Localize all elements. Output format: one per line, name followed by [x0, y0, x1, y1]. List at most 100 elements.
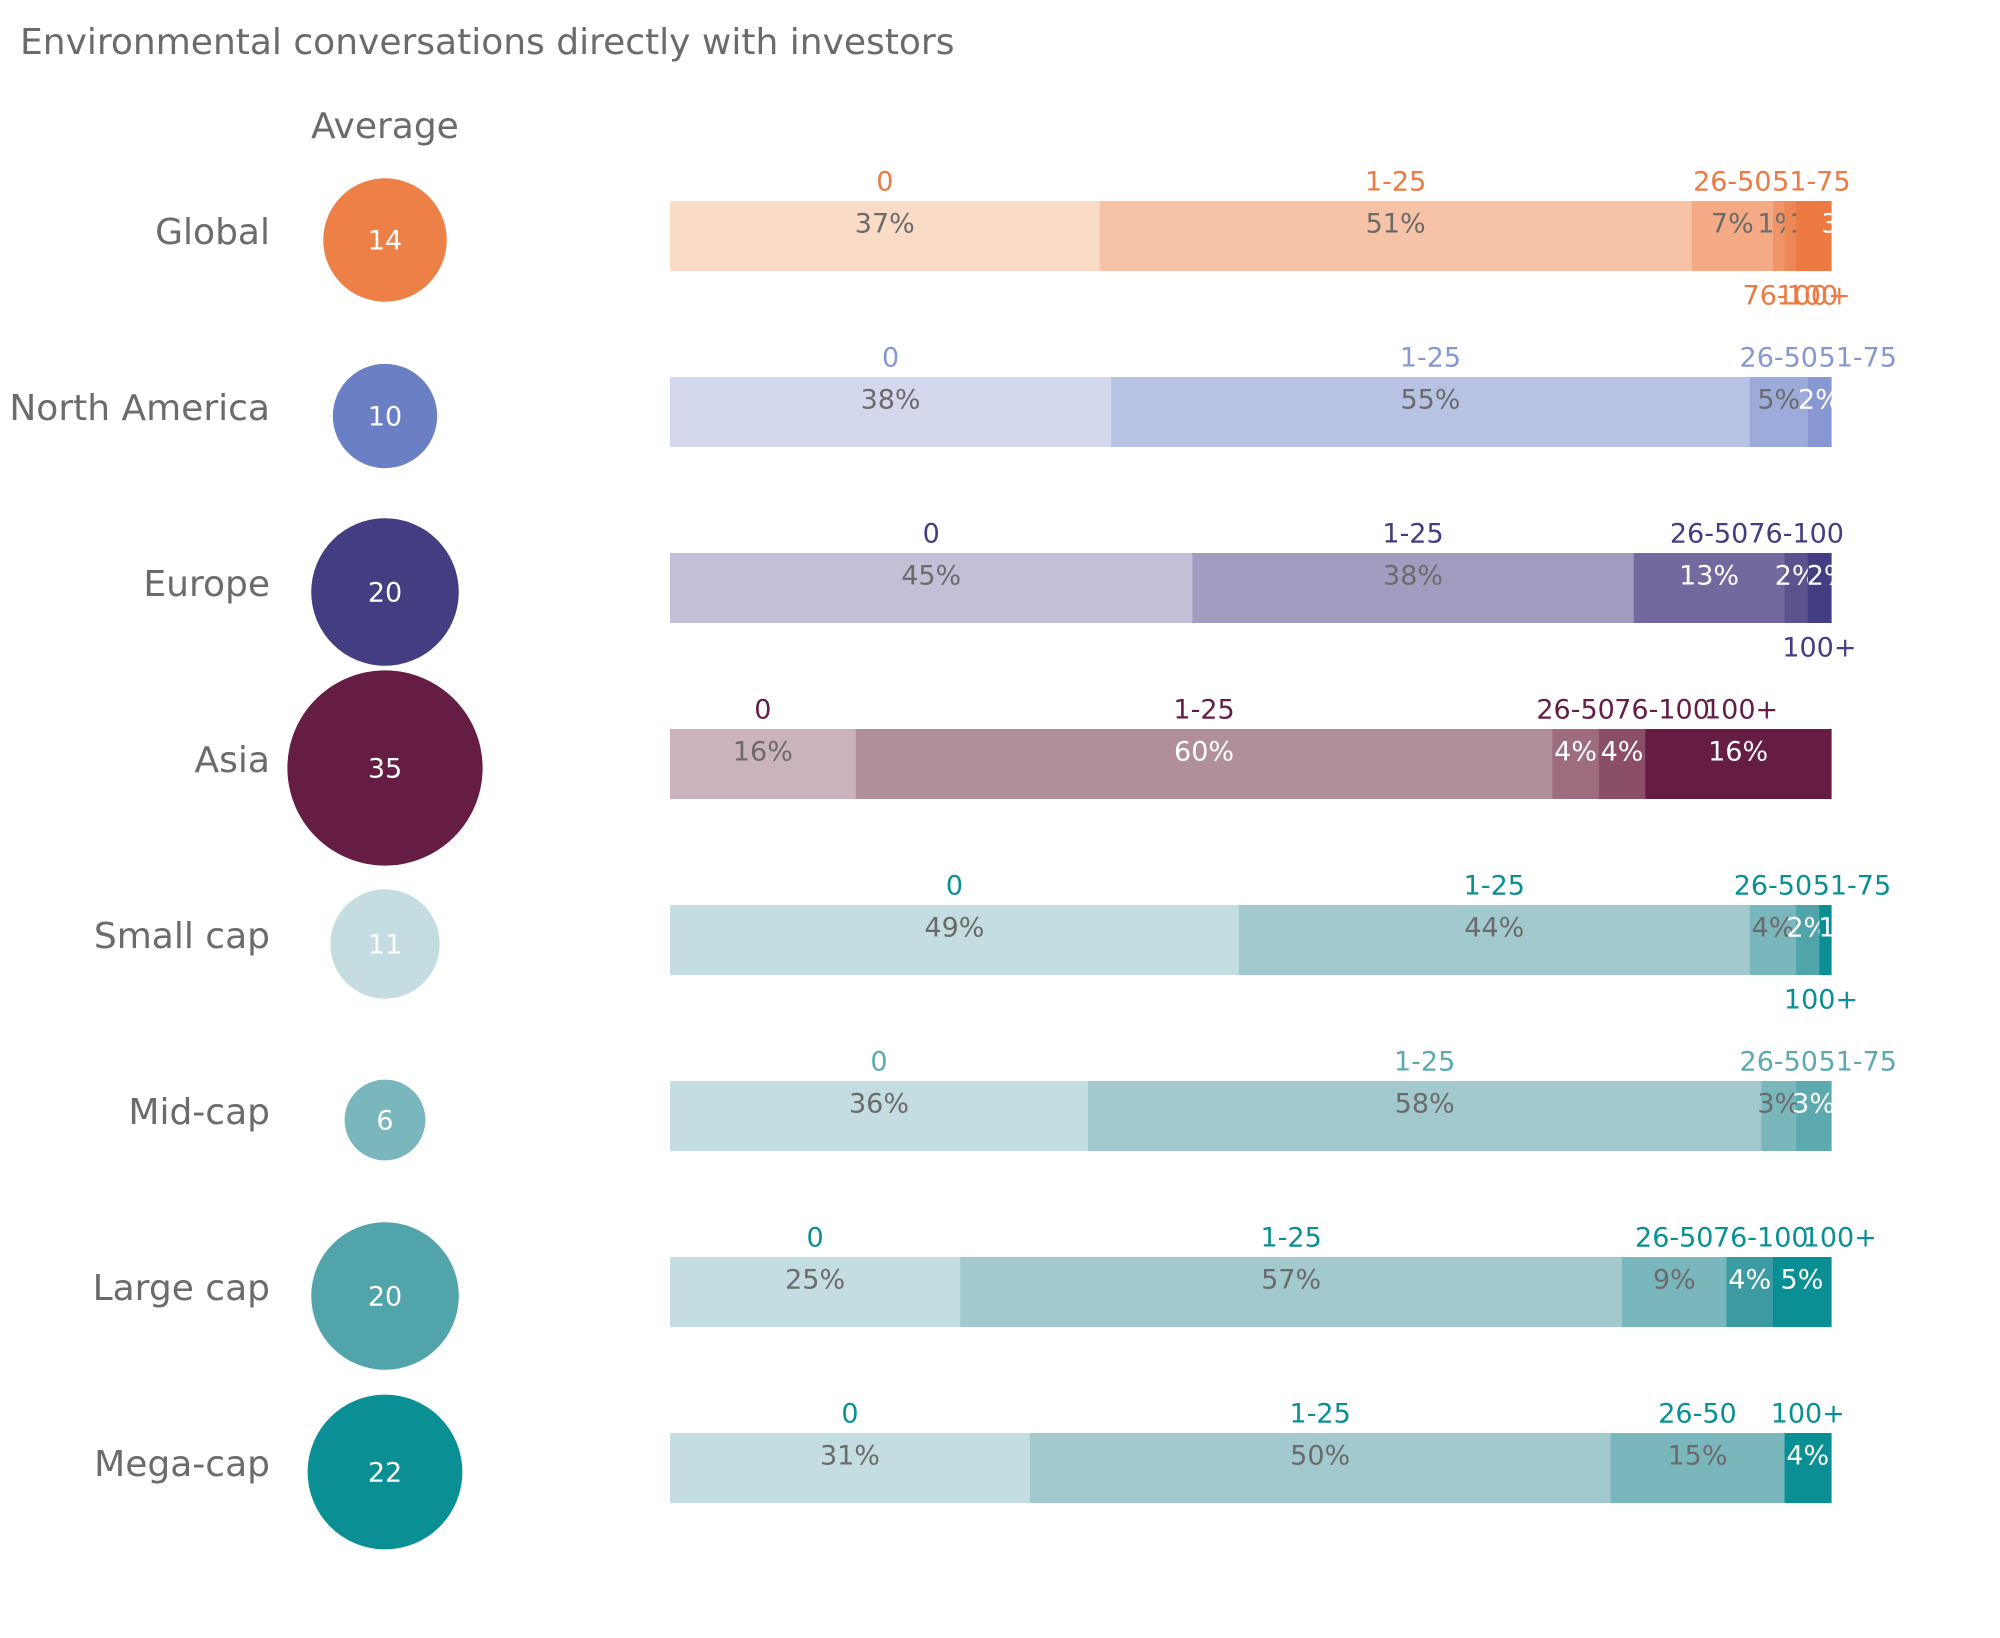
row-small-cap: Small cap 11049%1-2544%26-504%51-752%100+… [94, 871, 1891, 1016]
bar-segment-mid-cap-1-25 [1087, 1081, 1762, 1151]
value-label-north-america-26-50: 5% [1757, 385, 1800, 416]
category-label-europe-1-25: 1-25 [1382, 519, 1443, 550]
row-label-global: Global [155, 212, 270, 253]
value-label-europe-100plus: 2% [1807, 561, 1850, 592]
category-label-small-cap-0: 0 [946, 871, 963, 902]
category-label-global-76-100: 76-100 [1743, 281, 1839, 312]
bar-segment-large-cap-0 [670, 1257, 961, 1327]
category-label-mid-cap-26-50: 26-50 [1740, 1047, 1818, 1078]
category-label-global-26-50: 26-50 [1693, 167, 1771, 198]
bar-segment-mid-cap-51-75 [1796, 1081, 1832, 1151]
bar-segment-europe-0 [670, 553, 1194, 623]
category-label-mid-cap-1-25: 1-25 [1394, 1047, 1455, 1078]
category-label-europe-0: 0 [923, 519, 940, 550]
row-north-america: North America 10 0 38% 1-25 55% 26-50 5% 51-75 2% [9, 343, 1897, 469]
bar-segment-small-cap-100plus [1819, 905, 1832, 975]
bar-segment-large-cap-76-100 [1726, 1257, 1774, 1327]
bar-segment-global-100plus [1796, 201, 1832, 271]
bar-segment-mega-cap-1-25 [1029, 1433, 1612, 1503]
category-label-large-cap-0: 0 [807, 1223, 824, 1254]
bar-segment-asia-0 [670, 729, 857, 799]
value-label-global-1-25: 51% [1366, 209, 1426, 240]
bar-segment-europe-100plus [1807, 553, 1832, 623]
category-label-mid-cap-0: 0 [870, 1047, 887, 1078]
category-label-small-cap-1-25: 1-25 [1464, 871, 1525, 902]
row-europe: Europe 20045%1-2538%26-5013%76-1002%100+2… [143, 518, 1856, 666]
value-label-large-cap-1-25: 57% [1261, 1265, 1321, 1296]
average-value-europe: 20 [368, 578, 402, 609]
value-label-small-cap-1-25: 44% [1464, 913, 1524, 944]
category-label-large-cap-1-25: 1-25 [1260, 1223, 1321, 1254]
average-value-global: 14 [368, 226, 402, 257]
bar-segment-small-cap-51-75 [1796, 905, 1820, 975]
average-bubble-small-cap [330, 889, 440, 999]
bar-segment-europe-76-100 [1784, 553, 1809, 623]
value-label-mid-cap-26-50: 3% [1757, 1089, 1800, 1120]
value-label-large-cap-76-100: 4% [1728, 1265, 1771, 1296]
row-mid-cap: Mid-cap 6 0 36% 1-25 58% 26-50 3% 51-75 3% [128, 1047, 1897, 1161]
category-label-small-cap-26-50: 26-50 [1734, 871, 1812, 902]
value-label-large-cap-0: 25% [785, 1265, 845, 1296]
category-label-global-0: 0 [876, 167, 893, 198]
bar-segment-small-cap-1-25 [1238, 905, 1751, 975]
category-label-large-cap-26-50: 26-50 [1635, 1223, 1713, 1254]
average-value-asia: 35 [368, 754, 402, 785]
bar-segment-asia-76-100 [1598, 729, 1646, 799]
value-label-asia-0: 16% [733, 737, 793, 768]
row-asia: Asia 35 0 16% 1-25 60% 26-50 4% 76-100 4% 100+ 16% [195, 670, 1832, 866]
category-label-europe-100plus: 100+ [1782, 633, 1856, 664]
average-value-small-cap: 11 [368, 930, 402, 961]
category-label-north-america-26-50: 26-50 [1740, 343, 1818, 374]
value-label-asia-100plus: 16% [1708, 737, 1768, 768]
value-label-mid-cap-0: 36% [849, 1089, 909, 1120]
row-label-europe: Europe [143, 564, 270, 605]
category-label-north-america-1-25: 1-25 [1400, 343, 1461, 374]
bar-segment-asia-100plus [1645, 729, 1832, 799]
value-label-global-26-50: 7% [1711, 209, 1754, 240]
value-label-large-cap-100plus: 5% [1781, 1265, 1824, 1296]
bar-segment-global-76-100 [1784, 201, 1797, 271]
value-label-north-america-51-75: 2% [1798, 385, 1841, 416]
value-label-asia-26-50: 4% [1554, 737, 1597, 768]
category-label-asia-100plus: 100+ [1704, 695, 1778, 726]
average-bubble-global [323, 178, 447, 302]
value-label-asia-76-100: 4% [1601, 737, 1644, 768]
bar-segment-global-0 [670, 201, 1101, 271]
category-label-north-america-51-75: 51-75 [1819, 343, 1897, 374]
row-label-mega-cap: Mega-cap [94, 1444, 270, 1485]
average-bubble-mega-cap [307, 1394, 463, 1550]
category-label-mega-cap-1-25: 1-25 [1290, 1399, 1351, 1430]
category-label-small-cap-51-75: 51-75 [1813, 871, 1891, 902]
bar-segment-small-cap-0 [670, 905, 1240, 975]
bar-segment-north-america-26-50 [1749, 377, 1809, 447]
value-label-large-cap-26-50: 9% [1653, 1265, 1696, 1296]
category-label-asia-76-100: 76-100 [1614, 695, 1710, 726]
category-label-asia-0: 0 [754, 695, 771, 726]
bar-segment-mega-cap-0 [670, 1433, 1031, 1503]
average-column-heading: Average [311, 106, 459, 147]
category-label-europe-76-100: 76-100 [1748, 519, 1844, 550]
category-label-mid-cap-51-75: 51-75 [1819, 1047, 1897, 1078]
bar-segment-mid-cap-26-50 [1761, 1081, 1797, 1151]
bar-segment-global-51-75 [1772, 201, 1786, 271]
row-label-asia: Asia [195, 740, 270, 781]
category-label-europe-26-50: 26-50 [1670, 519, 1748, 550]
bar-segment-small-cap-26-50 [1749, 905, 1797, 975]
value-label-asia-1-25: 60% [1174, 737, 1234, 768]
category-label-small-cap-100plus: 100+ [1784, 985, 1858, 1016]
average-bubble-europe [311, 518, 459, 666]
value-label-europe-0: 45% [901, 561, 961, 592]
average-value-large-cap: 20 [368, 1282, 402, 1313]
category-label-large-cap-76-100: 76-100 [1713, 1223, 1809, 1254]
chart-title: Environmental conversations directly wit… [20, 22, 955, 63]
category-label-mega-cap-26-50: 26-50 [1658, 1399, 1736, 1430]
category-label-large-cap-100plus: 100+ [1803, 1223, 1877, 1254]
bar-segment-north-america-51-75 [1807, 377, 1832, 447]
value-label-europe-1-25: 38% [1383, 561, 1443, 592]
value-label-mega-cap-1-25: 50% [1290, 1441, 1350, 1472]
bar-segment-mega-cap-26-50 [1610, 1433, 1786, 1503]
bar-segment-north-america-0 [670, 377, 1112, 447]
value-label-mega-cap-0: 31% [820, 1441, 880, 1472]
category-label-asia-26-50: 26-50 [1536, 695, 1614, 726]
value-label-north-america-1-25: 55% [1400, 385, 1460, 416]
